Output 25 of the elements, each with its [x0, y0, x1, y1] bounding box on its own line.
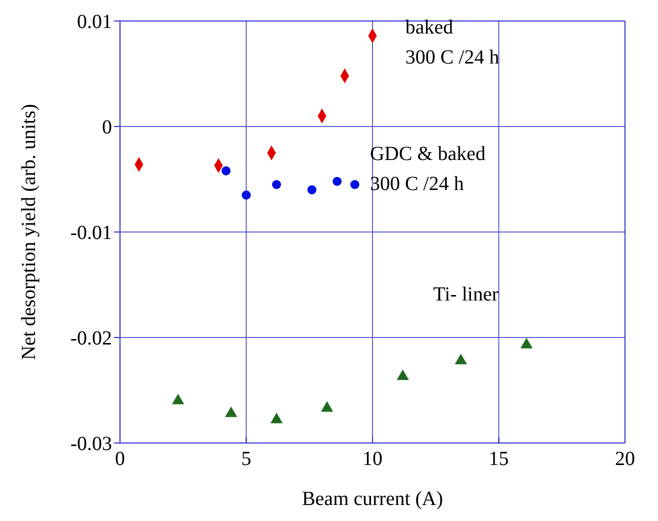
y-tick-label: -0.03 [70, 433, 112, 456]
point [350, 180, 360, 190]
point [222, 166, 231, 176]
x-tick-label: 15 [488, 448, 509, 470]
x-axis-title: Beam current (A) [302, 488, 444, 510]
point [320, 401, 334, 412]
text: Ti- liner [433, 284, 499, 306]
point [225, 406, 238, 417]
point [396, 370, 409, 380]
y-tick-label: 0 [102, 116, 112, 139]
y-axis-title: Net desorption yield (arb. units) [18, 104, 40, 360]
point [242, 190, 251, 200]
point [270, 412, 283, 424]
point [272, 180, 282, 190]
y-tick-label: 0.01 [77, 11, 112, 34]
y-tick-label: -0.01 [70, 222, 112, 244]
x-tick-label: 20 [615, 448, 635, 470]
x-tick-label: 10 [362, 448, 382, 470]
point [332, 176, 342, 186]
x-tick-label: 5 [241, 448, 252, 470]
point [307, 185, 316, 194]
point [172, 394, 184, 404]
y-tick-label: -0.02 [70, 328, 112, 350]
point [520, 338, 533, 348]
point [454, 354, 467, 364]
